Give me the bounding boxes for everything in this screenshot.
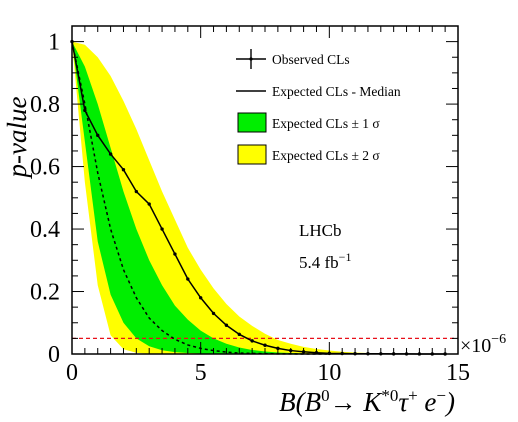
legend-item-observed: Observed CLs [236, 49, 350, 69]
x-tick-label: 0 [66, 360, 78, 386]
legend-item-1sigma: Expected CLs ± 1 σ [237, 112, 380, 133]
observed-point [83, 108, 87, 113]
y-tick-label: 0.8 [30, 92, 60, 118]
observed-point [211, 311, 216, 316]
legend-item-median: Expected CLs - Median [236, 84, 401, 99]
x-multiplier: ×10−6 [460, 332, 506, 357]
observed-point [237, 332, 241, 337]
x-tick-label: 5 [195, 360, 207, 386]
observed-point [134, 189, 139, 194]
band-2sigma [72, 41, 458, 355]
observed-point [186, 277, 190, 281]
legend-item-2sigma: Expected CLs ± 2 σ [237, 144, 380, 165]
bands-layer [72, 41, 458, 355]
observed-point [108, 152, 113, 156]
experiment-label: LHCb [299, 221, 342, 240]
y-tick-label: 0.4 [30, 217, 60, 243]
legend-1sigma-label: Expected CLs ± 1 σ [272, 116, 380, 131]
observed-point [198, 296, 203, 300]
observed-point [147, 202, 151, 206]
y-tick-label: 0 [48, 342, 60, 368]
y-tick-label: 0.2 [30, 280, 60, 306]
observed-point [173, 252, 177, 256]
x-tick-label: 10 [317, 360, 341, 386]
y-tick-label: 1 [48, 30, 60, 56]
luminosity-label: 5.4 fb−1 [299, 250, 351, 272]
x-tick-label: 15 [446, 360, 470, 386]
legend-2sigma-swatch [237, 144, 267, 165]
legend-1sigma-swatch [237, 112, 267, 133]
band-1sigma [72, 41, 330, 355]
observed-point [160, 227, 164, 231]
legend-observed-label: Observed CLs [272, 52, 350, 67]
observed-point [121, 168, 126, 172]
y-tick-label: 0.6 [30, 155, 60, 181]
y-axis-title: p-value [2, 97, 32, 180]
tick-labels-layer: 0 5 10 15 0 0.2 0.4 0.6 0.8 1 [30, 30, 470, 386]
legend: Observed CLs Expected CLs - Median Expec… [236, 49, 401, 165]
observed-point [224, 323, 229, 327]
observed-point [96, 133, 100, 138]
ticks-layer [71, 26, 459, 355]
legend-2sigma-label: Expected CLs ± 2 σ [272, 148, 380, 163]
legend-observed-marker [249, 57, 253, 61]
observed-point [250, 339, 254, 343]
observed-point [263, 343, 267, 347]
legend-median-label: Expected CLs - Median [272, 84, 401, 99]
x-axis-title: B(B0→ K*0τ+ e−) [279, 386, 455, 417]
